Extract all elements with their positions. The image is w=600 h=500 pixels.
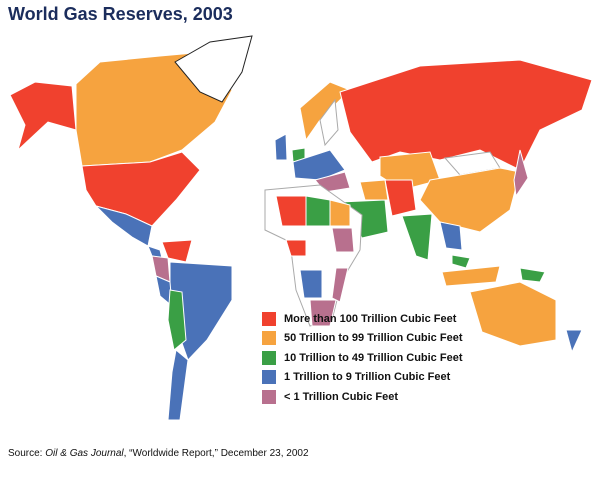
south-africa xyxy=(309,299,337,327)
papua-new-guinea xyxy=(519,267,546,283)
indonesia xyxy=(441,265,501,287)
sudan xyxy=(331,227,355,253)
venezuela xyxy=(161,239,193,263)
legend-label: < 1 Trillion Cubic Feet xyxy=(284,390,398,403)
source-prefix: Source: xyxy=(8,448,46,459)
legend-swatch xyxy=(262,370,276,385)
legend-item: 50 Trillion to 99 Trillion Cubic Feet xyxy=(262,329,462,349)
iran xyxy=(384,179,417,217)
sweden xyxy=(319,98,339,147)
mozambique xyxy=(331,267,349,303)
greenland xyxy=(174,35,253,103)
angola xyxy=(299,269,323,299)
southeast-asia xyxy=(439,221,463,251)
japan xyxy=(513,149,529,198)
legend: More than 100 Trillion Cubic Feet 50 Tril… xyxy=(262,309,462,407)
map-title: World Gas Reserves, 2003 xyxy=(8,4,233,24)
legend-label: 10 Trillion to 49 Trillion Cubic Feet xyxy=(284,351,463,364)
legend-label: 1 Trillion to 9 Trillion Cubic Feet xyxy=(284,371,451,384)
legend-swatch xyxy=(262,311,276,326)
alaska xyxy=(9,81,77,152)
russia xyxy=(339,59,593,171)
china xyxy=(419,167,521,233)
egypt xyxy=(329,199,351,227)
iraq xyxy=(359,179,389,201)
source-note: Source: Oil & Gas Journal, “Worldwide Re… xyxy=(8,448,309,459)
legend-item: 10 Trillion to 49 Trillion Cubic Feet xyxy=(262,348,462,368)
libya xyxy=(305,195,331,227)
australia xyxy=(469,281,557,347)
nigeria xyxy=(285,239,307,257)
legend-item: More than 100 Trillion Cubic Feet xyxy=(262,309,462,329)
source-publication: Oil & Gas Journal xyxy=(45,448,124,459)
new-zealand xyxy=(565,329,583,354)
legend-item: 1 Trillion to 9 Trillion Cubic Feet xyxy=(262,368,462,388)
malaysia xyxy=(451,254,471,269)
legend-label: 50 Trillion to 99 Trillion Cubic Feet xyxy=(284,332,463,345)
uk xyxy=(274,133,288,161)
argentina xyxy=(167,349,189,421)
legend-item: < 1 Trillion Cubic Feet xyxy=(262,387,462,407)
india xyxy=(401,213,433,261)
legend-label: More than 100 Trillion Cubic Feet xyxy=(284,312,457,325)
usa xyxy=(81,151,201,227)
legend-swatch xyxy=(262,389,276,404)
source-rest: , “Worldwide Report,” December 23, 2002 xyxy=(123,448,309,459)
legend-swatch xyxy=(262,331,276,346)
legend-swatch xyxy=(262,350,276,365)
world-map xyxy=(9,35,593,421)
bolivia xyxy=(167,289,187,351)
